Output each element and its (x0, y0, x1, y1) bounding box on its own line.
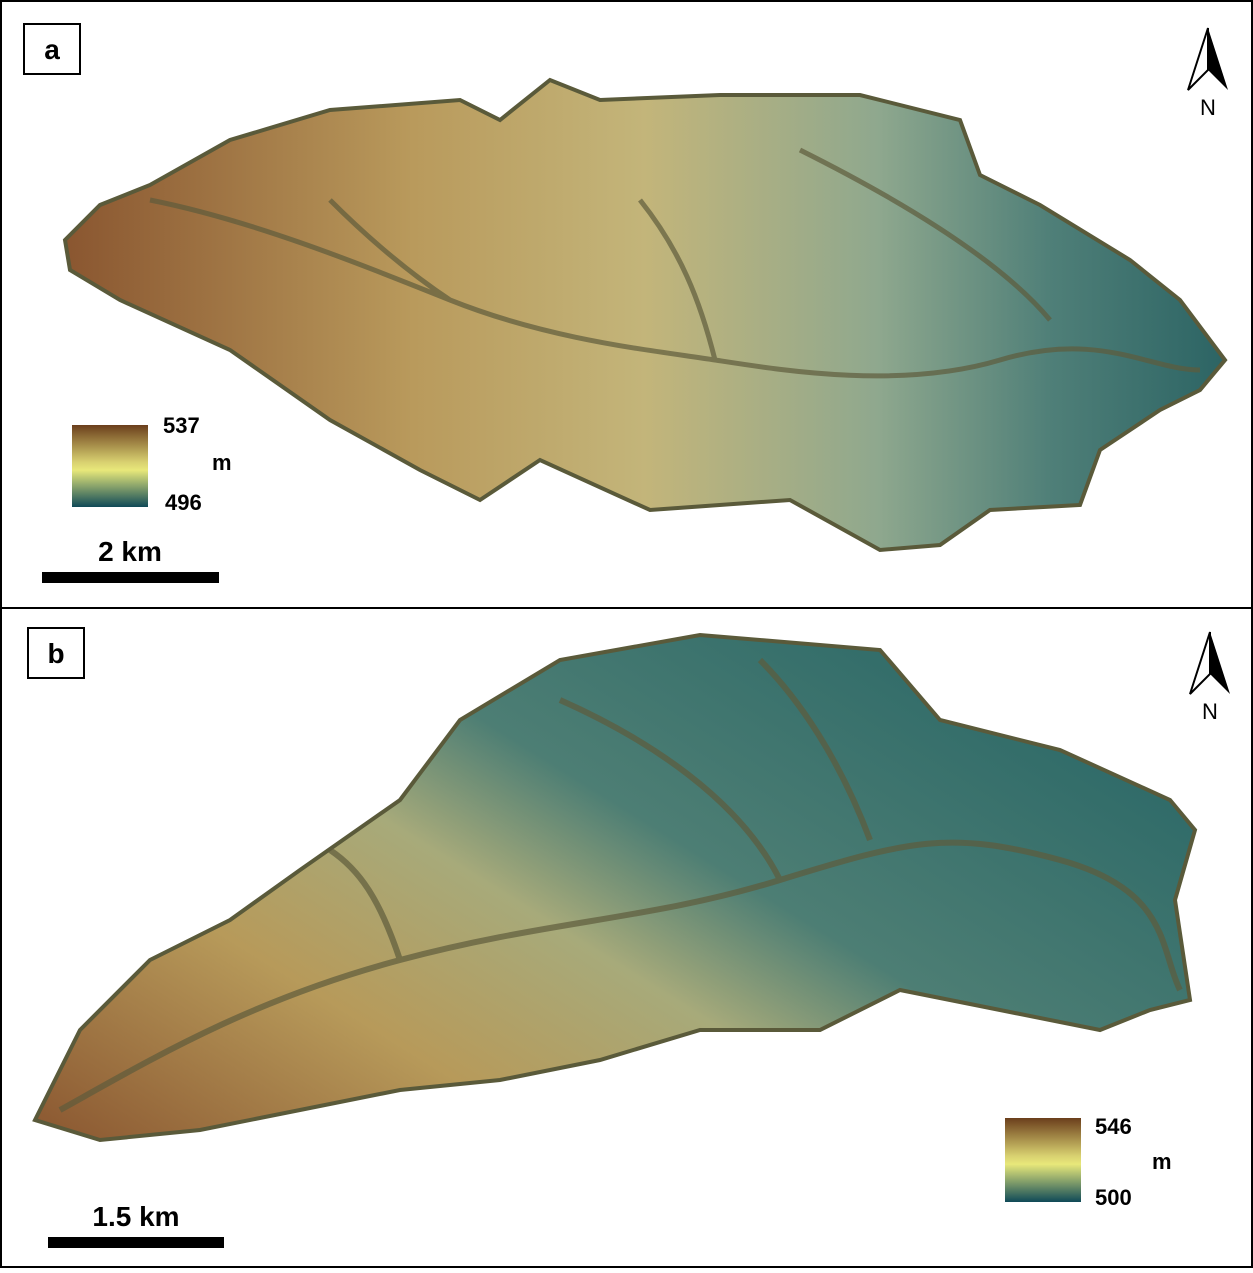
page: a N 537 m 496 2 km b N 546 m 500 1.5 km … (0, 0, 1253, 1273)
panel-label: b (47, 638, 64, 669)
legend-unit: m (1152, 1149, 1172, 1174)
panel-b: b N 546 m 500 1.5 km (28, 628, 1230, 1248)
watershed (65, 80, 1225, 550)
legend-ramp (72, 425, 148, 507)
north-arrow (1210, 632, 1230, 694)
north-arrow (1190, 632, 1210, 694)
scale-label: 2 km (98, 536, 162, 567)
scale-bar (48, 1237, 224, 1248)
legend-unit: m (212, 450, 232, 475)
legend-max: 546 (1095, 1114, 1132, 1139)
watershed (35, 635, 1195, 1140)
panel-a: a N 537 m 496 2 km (24, 24, 1228, 583)
legend-min: 496 (165, 490, 202, 515)
scale-bar (42, 572, 219, 583)
scale-label: 1.5 km (92, 1201, 179, 1232)
legend-min: 500 (1095, 1185, 1132, 1210)
legend-ramp (1005, 1118, 1081, 1202)
north-label: N (1200, 95, 1216, 120)
north-arrow (1208, 28, 1228, 90)
figure: a N 537 m 496 2 km b N 546 m 500 1.5 km (0, 0, 1253, 1268)
north-label: N (1202, 699, 1218, 724)
north-arrow (1188, 28, 1208, 90)
legend-max: 537 (163, 413, 200, 438)
panel-label: a (44, 34, 60, 65)
